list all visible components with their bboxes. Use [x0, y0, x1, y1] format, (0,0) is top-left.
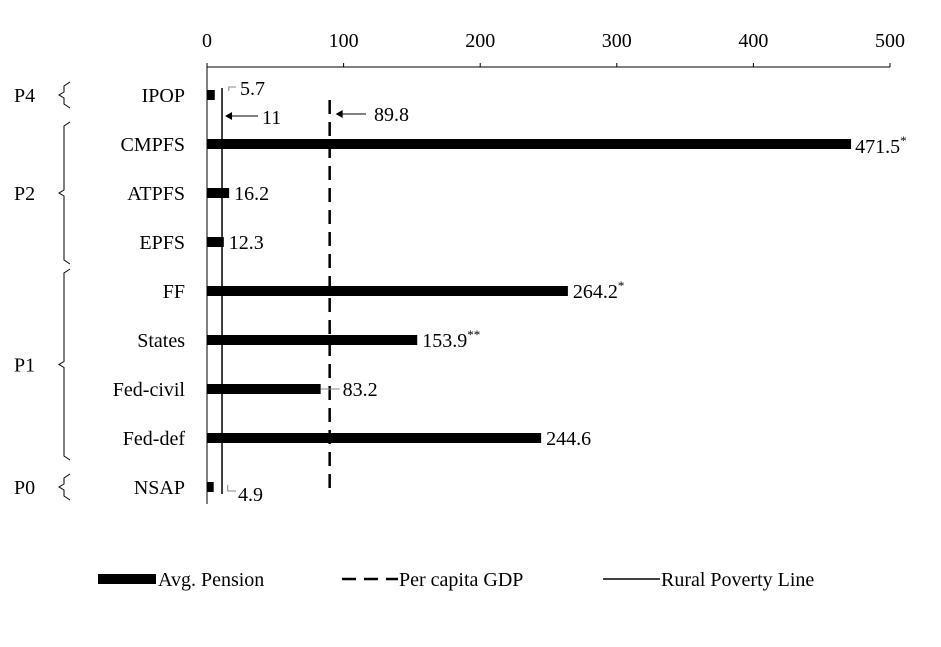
- x-tick-label: 400: [738, 30, 768, 52]
- data-label: 244.6: [546, 428, 591, 450]
- data-label: 5.7: [240, 78, 265, 100]
- bar-avg-pension: [207, 237, 224, 247]
- data-label: 153.9**: [422, 327, 480, 352]
- group-bracket: [58, 121, 71, 265]
- data-label-superscript: *: [900, 133, 907, 148]
- group-label: P1: [14, 355, 35, 377]
- bar-avg-pension: [207, 482, 214, 492]
- legend-label: Per capita GDP: [399, 569, 523, 591]
- label-leader: [227, 485, 236, 492]
- category-label: Fed-civil: [113, 379, 186, 401]
- x-tick-label: 500: [875, 30, 905, 52]
- x-tick-label: 100: [329, 30, 359, 52]
- bars: [207, 90, 852, 492]
- bar-avg-pension: [207, 188, 230, 198]
- group-label: P4: [14, 85, 35, 107]
- category-label: EPFS: [139, 232, 185, 254]
- bar-avg-pension: [207, 286, 568, 296]
- category-labels: IPOP CMPFS ATPFS EPFS FF States Fed-civil Fed-d…: [113, 85, 186, 499]
- bar-avg-pension: [207, 384, 321, 394]
- category-label: States: [137, 330, 185, 352]
- bar-avg-pension: [207, 90, 215, 100]
- x-tick-label: 0: [202, 30, 212, 52]
- x-tick-label: 300: [602, 30, 632, 52]
- data-label: 4.9: [238, 484, 263, 506]
- gdp-value-label: 89.8: [374, 104, 409, 126]
- data-label: 471.5*: [855, 133, 907, 158]
- data-labels: 5.7 471.5* 16.2 12.3 264.2* 153.9** 83.2 244.6 4…: [227, 78, 907, 506]
- data-label: 16.2: [234, 183, 269, 205]
- legend: Avg. Pension Per capita GDP Rural Poverty …: [98, 569, 814, 591]
- bar-avg-pension: [207, 433, 542, 443]
- poverty-arrow-head: [225, 112, 233, 120]
- category-label: CMPFS: [121, 134, 186, 156]
- group-bracket: [58, 81, 71, 109]
- data-label-superscript: *: [618, 278, 625, 293]
- group-label: P2: [14, 183, 35, 205]
- category-label: ATPFS: [127, 183, 185, 205]
- gdp-arrow-head: [335, 110, 343, 118]
- category-label: FF: [163, 281, 185, 303]
- reference-lines: 89.8 11: [221, 88, 409, 494]
- x-tick-label: 200: [465, 30, 495, 52]
- legend-swatch-avg-pension: [98, 574, 156, 584]
- group-brackets: P4 P2 P1 P0: [14, 81, 71, 501]
- data-label: 83.2: [343, 379, 378, 401]
- category-label: IPOP: [142, 85, 185, 107]
- data-label: 12.3: [229, 232, 264, 254]
- label-leader: [228, 86, 236, 91]
- bar-avg-pension: [207, 139, 852, 149]
- group-label: P0: [14, 477, 35, 499]
- category-label: Fed-def: [123, 428, 186, 450]
- data-label: 264.2*: [573, 278, 625, 303]
- category-label: NSAP: [134, 477, 185, 499]
- legend-label: Avg. Pension: [158, 569, 264, 591]
- group-bracket: [58, 268, 71, 461]
- legend-label: Rural Poverty Line: [661, 569, 814, 591]
- group-bracket: [58, 473, 71, 501]
- poverty-value-label: 11: [262, 107, 281, 129]
- data-label-superscript: **: [467, 327, 480, 342]
- bar-avg-pension: [207, 335, 418, 345]
